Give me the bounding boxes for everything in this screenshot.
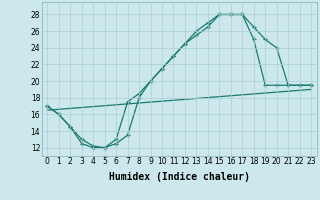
X-axis label: Humidex (Indice chaleur): Humidex (Indice chaleur)	[109, 172, 250, 182]
